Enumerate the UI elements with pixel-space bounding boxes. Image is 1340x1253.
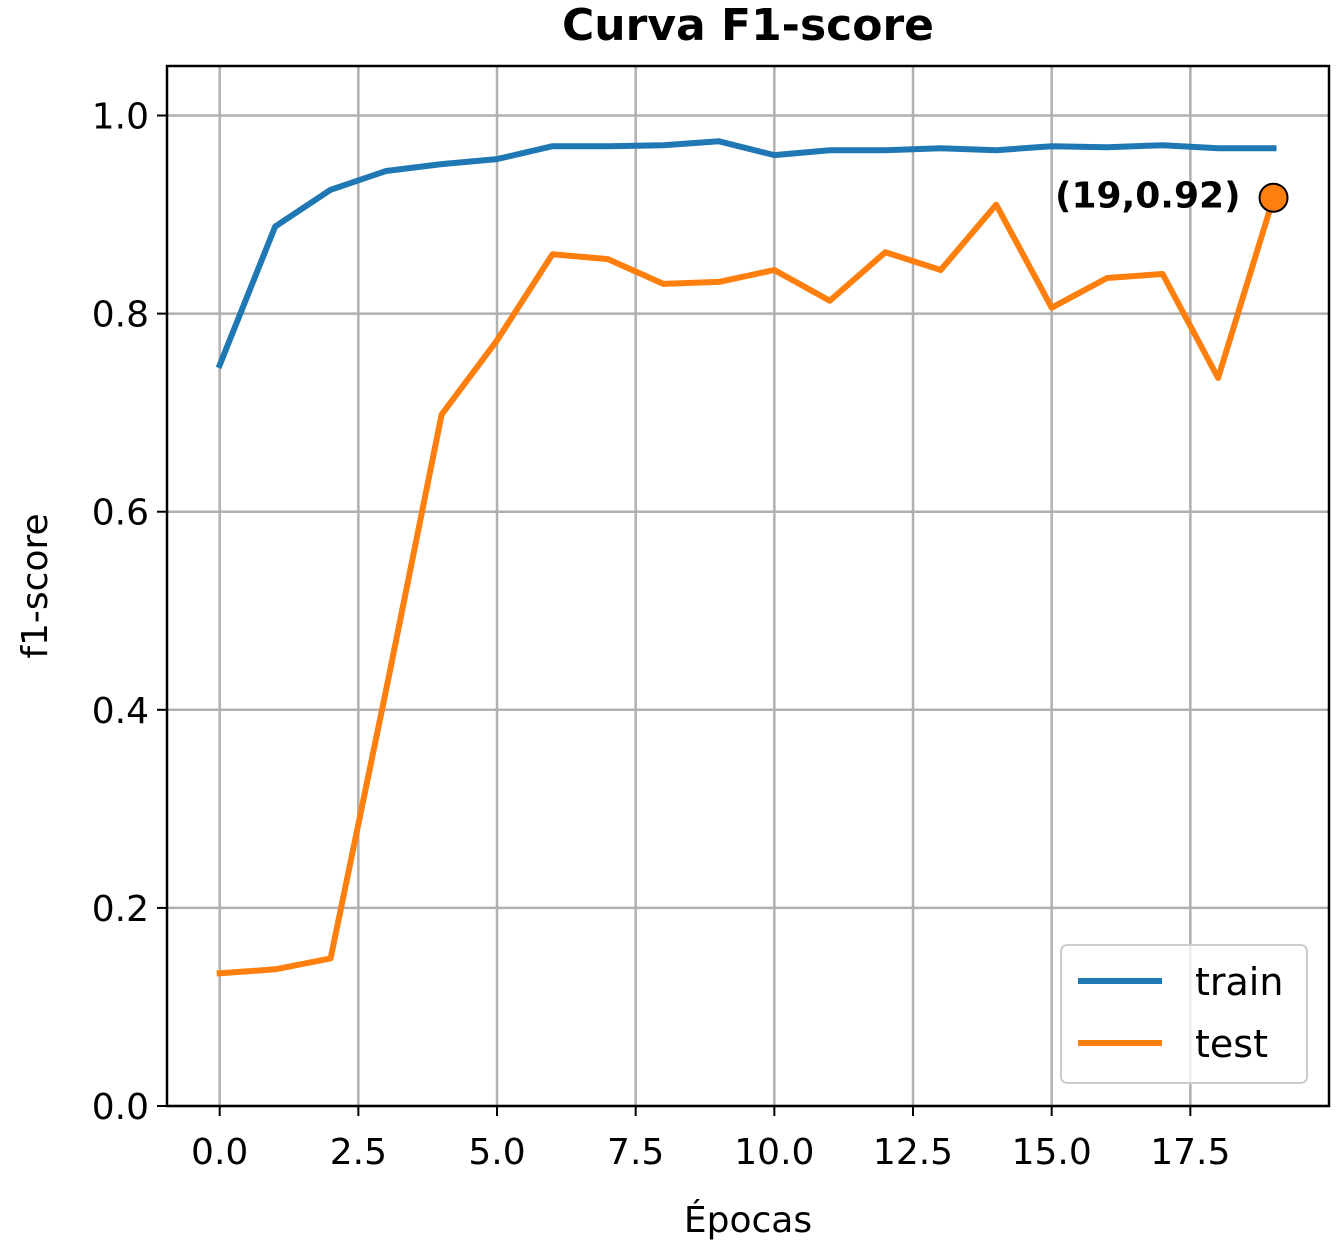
annotation-group: (19,0.92) [1055,176,1289,217]
series-line-train [215,138,1277,370]
ticks: 0.0 2.5 5.0 7.5 10.0 12.5 15.0 17.5 0.0 0.2 0.4 0.6… [92,97,1231,1173]
y-tick-label: 0.0 [92,1087,149,1128]
series-line-test [216,193,1278,977]
legend-label-train: train [1195,960,1283,1004]
annotation-marker [1258,182,1289,213]
legend-label-test: test [1195,1022,1268,1066]
x-tick-label: 0.0 [191,1132,248,1173]
series-group [215,138,1278,977]
y-tick-label: 0.8 [92,295,149,336]
x-tick-label: 17.5 [1150,1132,1230,1173]
x-tick-label: 10.0 [734,1132,814,1173]
plot-frame [165,64,1331,1108]
y-tick-label: 0.2 [92,889,149,930]
x-tick-label: 5.0 [468,1132,525,1173]
y-tick-label: 0.4 [92,691,149,732]
legend: train test [1060,944,1308,1084]
x-axis-label: Épocas [684,1199,812,1241]
y-tick-label: 1.0 [92,97,149,138]
y-axis-label: f1-score [15,513,56,658]
x-tick-label: 15.0 [1012,1132,1092,1173]
x-tick-label: 12.5 [873,1132,953,1173]
chart-title: Curva F1-score [562,0,934,51]
x-tick-label: 2.5 [330,1132,387,1173]
x-tick-label: 7.5 [607,1132,664,1173]
y-tick-label: 0.6 [92,493,149,534]
annotation-label: (19,0.92) [1055,176,1241,217]
